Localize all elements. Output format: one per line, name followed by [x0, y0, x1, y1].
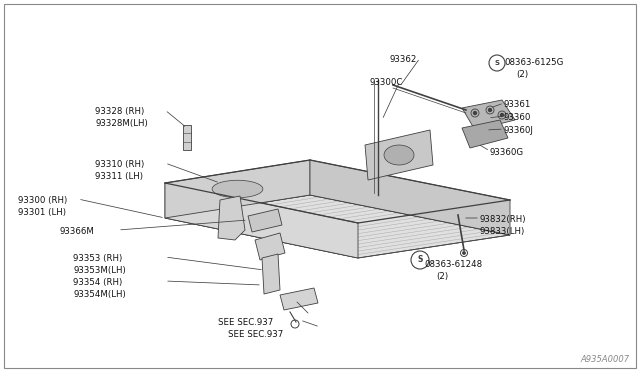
- Polygon shape: [165, 160, 310, 218]
- Polygon shape: [462, 100, 515, 130]
- Text: 93360J: 93360J: [504, 126, 534, 135]
- Circle shape: [488, 109, 492, 112]
- Text: 93354 (RH): 93354 (RH): [73, 278, 122, 287]
- Text: 93360: 93360: [504, 113, 531, 122]
- Text: S: S: [417, 256, 422, 264]
- Circle shape: [500, 113, 504, 116]
- Text: (2): (2): [436, 272, 448, 281]
- Text: SEE SEC.937: SEE SEC.937: [228, 330, 284, 339]
- Polygon shape: [462, 120, 508, 148]
- Text: 93328M(LH): 93328M(LH): [95, 119, 148, 128]
- Text: (2): (2): [516, 70, 528, 79]
- Ellipse shape: [384, 145, 414, 165]
- Text: 93353M(LH): 93353M(LH): [73, 266, 125, 275]
- Text: 93310 (RH): 93310 (RH): [95, 160, 144, 169]
- Circle shape: [474, 112, 477, 115]
- Ellipse shape: [212, 180, 263, 198]
- Text: 93833(LH): 93833(LH): [480, 227, 525, 236]
- Text: 93300 (RH): 93300 (RH): [18, 196, 67, 205]
- Text: 93353 (RH): 93353 (RH): [73, 254, 122, 263]
- Text: S: S: [495, 60, 499, 66]
- Polygon shape: [165, 183, 358, 258]
- Circle shape: [463, 252, 465, 254]
- Polygon shape: [310, 160, 510, 235]
- Text: SEE SEC.937: SEE SEC.937: [218, 318, 273, 327]
- Polygon shape: [255, 233, 285, 260]
- Polygon shape: [262, 254, 280, 294]
- Polygon shape: [280, 288, 318, 310]
- Text: 93354M(LH): 93354M(LH): [73, 290, 125, 299]
- Bar: [183, 125, 191, 150]
- Polygon shape: [365, 130, 433, 180]
- Text: 08363-61248: 08363-61248: [424, 260, 482, 269]
- Text: 08363-6125G: 08363-6125G: [504, 58, 563, 67]
- Text: 93328 (RH): 93328 (RH): [95, 107, 144, 116]
- Polygon shape: [248, 209, 282, 232]
- Text: 93311 (LH): 93311 (LH): [95, 172, 143, 181]
- Text: 93301 (LH): 93301 (LH): [18, 208, 66, 217]
- Polygon shape: [165, 195, 510, 258]
- Polygon shape: [218, 196, 245, 240]
- Text: 93366M: 93366M: [60, 227, 95, 236]
- Text: 93361: 93361: [504, 100, 531, 109]
- Text: 93832(RH): 93832(RH): [480, 215, 527, 224]
- Text: 93362: 93362: [390, 55, 417, 64]
- Text: 93300C: 93300C: [370, 78, 403, 87]
- Text: 93360G: 93360G: [490, 148, 524, 157]
- Text: A935A0007: A935A0007: [581, 355, 630, 364]
